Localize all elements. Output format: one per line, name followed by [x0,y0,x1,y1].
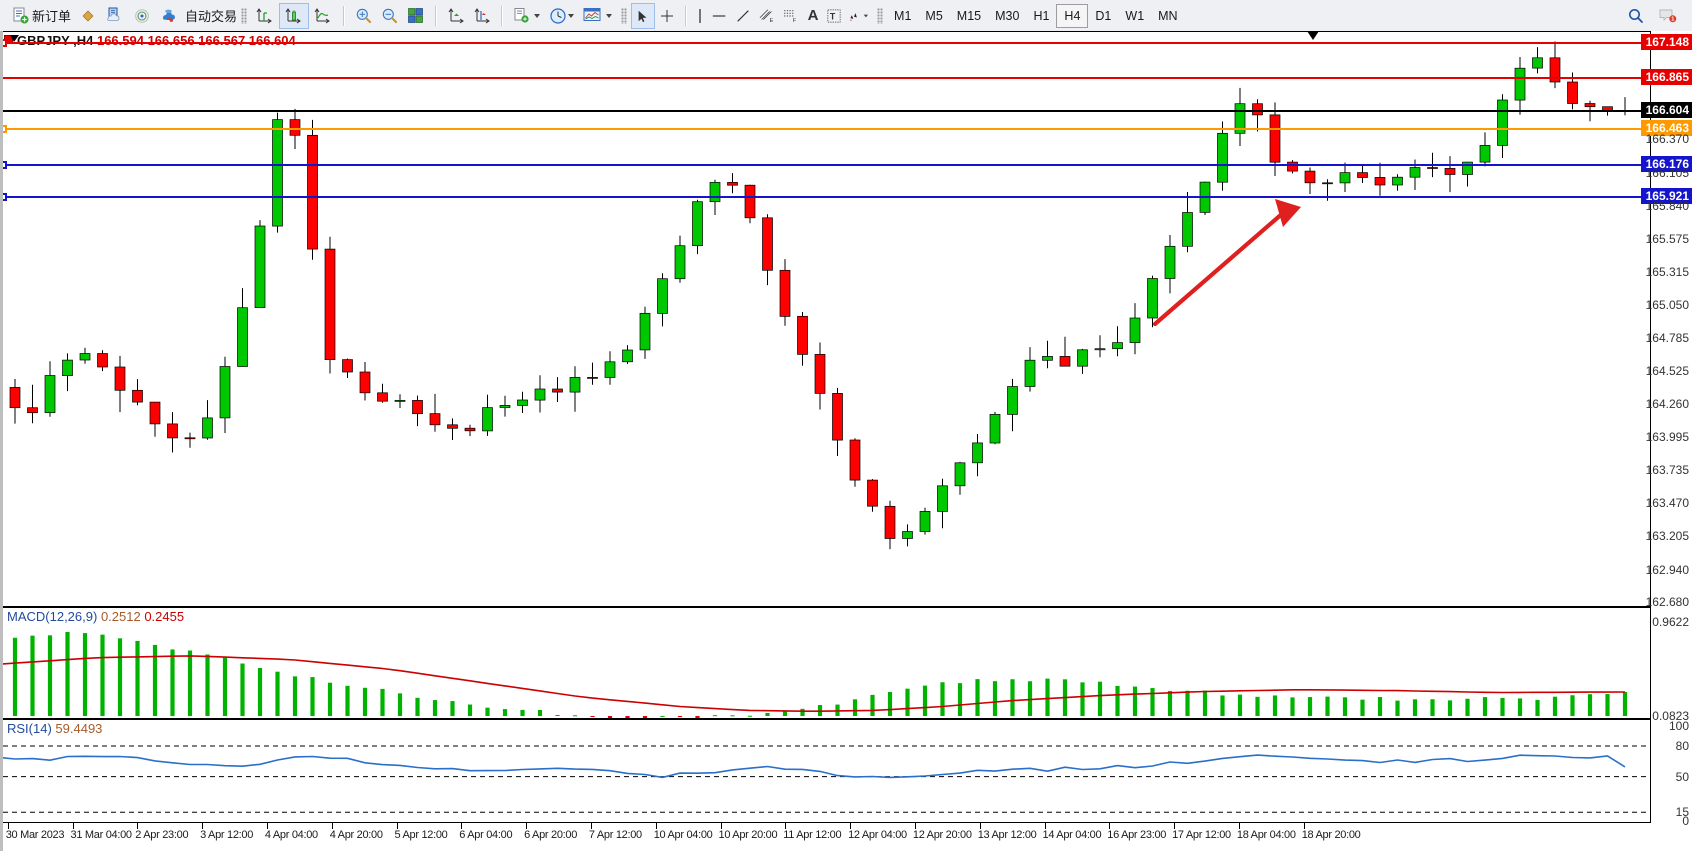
svg-text:E: E [770,18,774,24]
svg-text:T: T [830,11,836,21]
svg-text:1: 1 [1671,16,1674,22]
svg-text:F: F [793,18,797,24]
